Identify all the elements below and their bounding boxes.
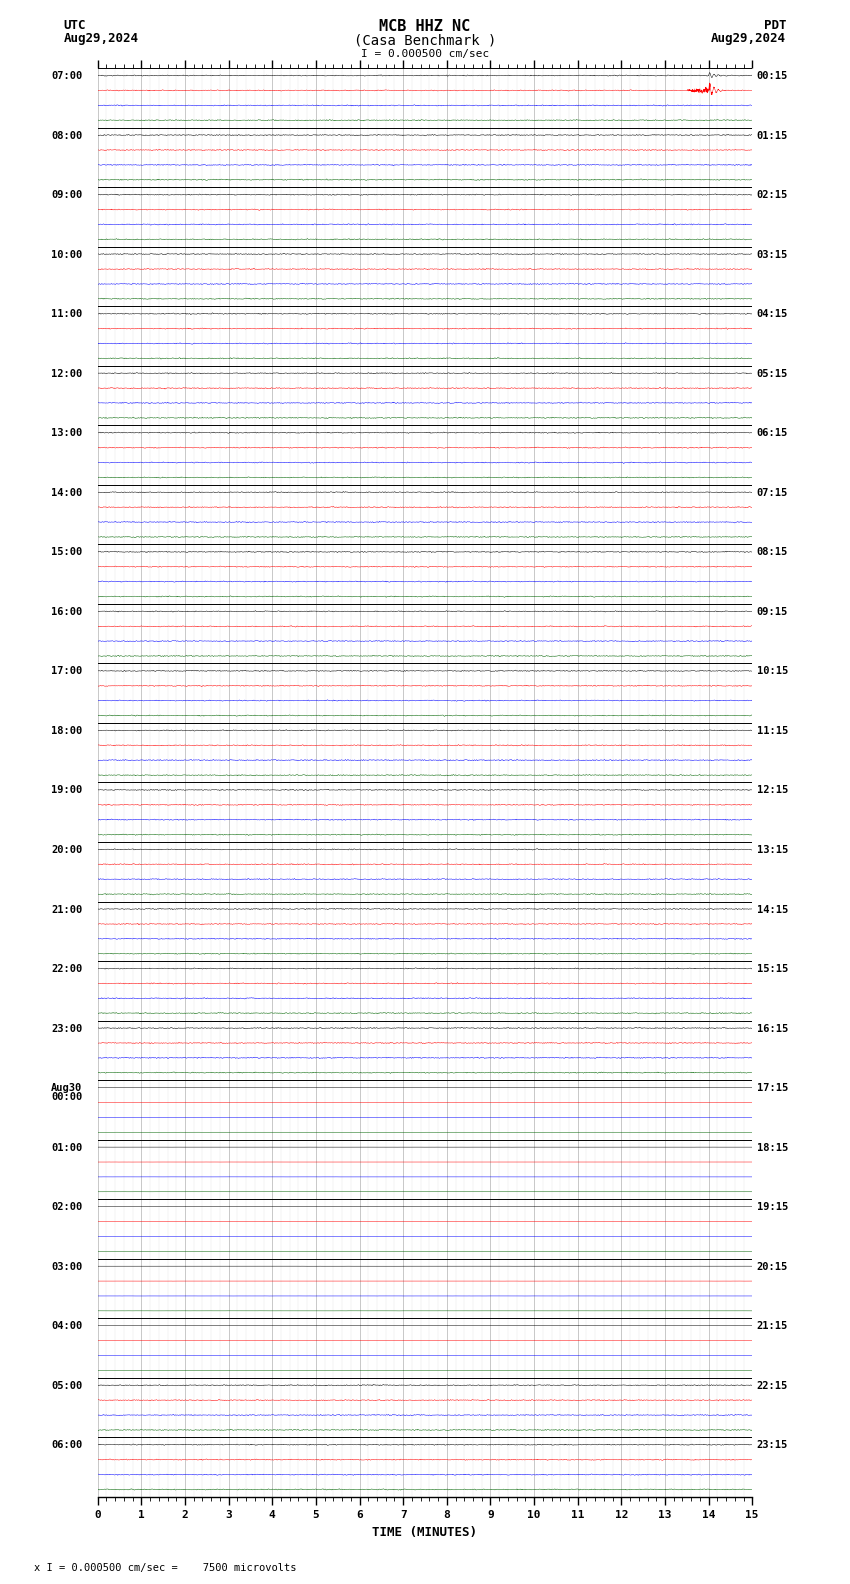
Text: 01:15: 01:15 bbox=[756, 130, 788, 141]
Text: 13:00: 13:00 bbox=[51, 428, 82, 439]
Text: 00:15: 00:15 bbox=[756, 71, 788, 81]
Text: 19:00: 19:00 bbox=[51, 786, 82, 795]
Text: PDT: PDT bbox=[764, 19, 786, 32]
Text: 03:00: 03:00 bbox=[51, 1262, 82, 1272]
Text: 18:00: 18:00 bbox=[51, 725, 82, 737]
Text: 19:15: 19:15 bbox=[756, 1202, 788, 1212]
Text: 09:00: 09:00 bbox=[51, 190, 82, 200]
Text: 09:15: 09:15 bbox=[756, 607, 788, 616]
Text: 06:00: 06:00 bbox=[51, 1440, 82, 1451]
Text: 08:15: 08:15 bbox=[756, 548, 788, 558]
Text: 13:15: 13:15 bbox=[756, 844, 788, 855]
Text: 17:00: 17:00 bbox=[51, 667, 82, 676]
Text: 07:15: 07:15 bbox=[756, 488, 788, 497]
Text: 14:15: 14:15 bbox=[756, 904, 788, 914]
Text: 11:15: 11:15 bbox=[756, 725, 788, 737]
Text: 16:15: 16:15 bbox=[756, 1023, 788, 1034]
Text: 22:15: 22:15 bbox=[756, 1381, 788, 1391]
Text: 04:15: 04:15 bbox=[756, 309, 788, 320]
Text: Aug29,2024: Aug29,2024 bbox=[711, 32, 786, 44]
Text: 15:15: 15:15 bbox=[756, 965, 788, 974]
Text: 16:00: 16:00 bbox=[51, 607, 82, 616]
Text: Aug29,2024: Aug29,2024 bbox=[64, 32, 139, 44]
Text: MCB HHZ NC: MCB HHZ NC bbox=[379, 19, 471, 33]
Text: 17:15: 17:15 bbox=[756, 1083, 788, 1093]
Text: 22:00: 22:00 bbox=[51, 965, 82, 974]
Text: 10:00: 10:00 bbox=[51, 250, 82, 260]
Text: 02:00: 02:00 bbox=[51, 1202, 82, 1212]
Text: 12:15: 12:15 bbox=[756, 786, 788, 795]
Text: 05:00: 05:00 bbox=[51, 1381, 82, 1391]
Text: 20:00: 20:00 bbox=[51, 844, 82, 855]
Text: 08:00: 08:00 bbox=[51, 130, 82, 141]
Text: 01:00: 01:00 bbox=[51, 1142, 82, 1153]
Text: 20:15: 20:15 bbox=[756, 1262, 788, 1272]
Text: 21:00: 21:00 bbox=[51, 904, 82, 914]
Text: UTC: UTC bbox=[64, 19, 86, 32]
Text: 21:15: 21:15 bbox=[756, 1321, 788, 1331]
Text: I = 0.000500 cm/sec: I = 0.000500 cm/sec bbox=[361, 49, 489, 59]
Text: 10:15: 10:15 bbox=[756, 667, 788, 676]
Text: 04:00: 04:00 bbox=[51, 1321, 82, 1331]
Text: 12:00: 12:00 bbox=[51, 369, 82, 379]
X-axis label: TIME (MINUTES): TIME (MINUTES) bbox=[372, 1525, 478, 1538]
Text: 07:00: 07:00 bbox=[51, 71, 82, 81]
Text: 06:15: 06:15 bbox=[756, 428, 788, 439]
Text: 14:00: 14:00 bbox=[51, 488, 82, 497]
Text: 23:00: 23:00 bbox=[51, 1023, 82, 1034]
Text: 18:15: 18:15 bbox=[756, 1142, 788, 1153]
Text: x I = 0.000500 cm/sec =    7500 microvolts: x I = 0.000500 cm/sec = 7500 microvolts bbox=[34, 1563, 297, 1573]
Text: Aug30
00:00: Aug30 00:00 bbox=[51, 1083, 82, 1102]
Text: 03:15: 03:15 bbox=[756, 250, 788, 260]
Text: 15:00: 15:00 bbox=[51, 548, 82, 558]
Text: 05:15: 05:15 bbox=[756, 369, 788, 379]
Text: 02:15: 02:15 bbox=[756, 190, 788, 200]
Text: 23:15: 23:15 bbox=[756, 1440, 788, 1451]
Text: 11:00: 11:00 bbox=[51, 309, 82, 320]
Text: (Casa Benchmark ): (Casa Benchmark ) bbox=[354, 33, 496, 48]
